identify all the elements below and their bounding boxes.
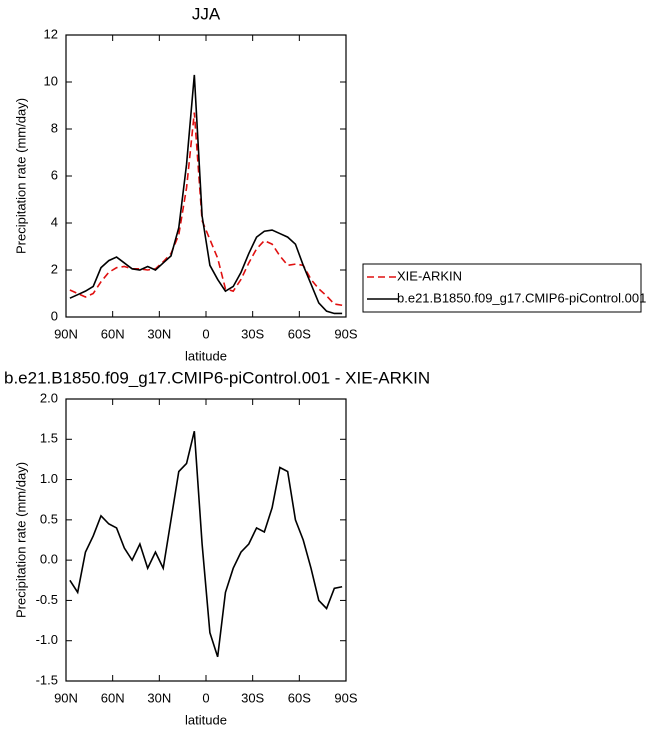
y-axis-label: Precipitation rate (mm/day) xyxy=(13,462,28,618)
y-tick-label: 0.0 xyxy=(40,552,58,567)
x-tick-label: 30N xyxy=(147,326,171,341)
x-tick-label: 60S xyxy=(288,326,311,341)
x-tick-label: 30S xyxy=(241,326,264,341)
x-tick-label: 0 xyxy=(202,690,209,705)
chart-title: b.e21.B1850.f09_g17.CMIP6-piControl.001 … xyxy=(4,368,430,387)
y-tick-label: 4 xyxy=(51,214,58,229)
y-tick-label: -1.5 xyxy=(36,672,58,687)
y-tick-label: -0.5 xyxy=(36,592,58,607)
y-tick-label: 6 xyxy=(51,167,58,182)
y-tick-label: 2.0 xyxy=(40,390,58,405)
x-tick-label: 90N xyxy=(54,326,78,341)
x-tick-label: 0 xyxy=(202,326,209,341)
y-tick-label: -1.0 xyxy=(36,632,58,647)
x-tick-label: 90S xyxy=(334,326,357,341)
x-tick-label: 90N xyxy=(54,690,78,705)
y-tick-label: 0.5 xyxy=(40,511,58,526)
plot-frame xyxy=(65,398,347,682)
y-tick-label: 2 xyxy=(51,261,58,276)
y-tick-label: 1.5 xyxy=(40,431,58,446)
y-tick-label: 8 xyxy=(51,120,58,135)
y-axis-label: Precipitation rate (mm/day) xyxy=(13,98,28,254)
x-tick-label: 30S xyxy=(241,690,264,705)
y-tick-label: 12 xyxy=(44,26,58,41)
legend-label: b.e21.B1850.f09_g17.CMIP6-piControl.001 xyxy=(397,290,646,305)
x-tick-label: 60N xyxy=(101,326,125,341)
x-tick-label: 90S xyxy=(334,690,357,705)
x-axis-label: latitude xyxy=(185,348,227,363)
chart-title: JJA xyxy=(192,4,221,23)
data-line xyxy=(69,74,343,315)
x-tick-label: 30N xyxy=(147,690,171,705)
x-tick-label: 60S xyxy=(288,690,311,705)
plot-frame xyxy=(65,34,347,318)
y-tick-label: 10 xyxy=(44,73,58,88)
data-line xyxy=(69,112,343,307)
legend-label: XIE-ARKIN xyxy=(397,268,462,283)
y-tick-label: 1.0 xyxy=(40,471,58,486)
legend-box xyxy=(362,263,642,313)
data-line xyxy=(69,431,343,658)
x-tick-label: 60N xyxy=(101,690,125,705)
y-tick-label: 0 xyxy=(51,308,58,323)
x-axis-label: latitude xyxy=(185,712,227,727)
